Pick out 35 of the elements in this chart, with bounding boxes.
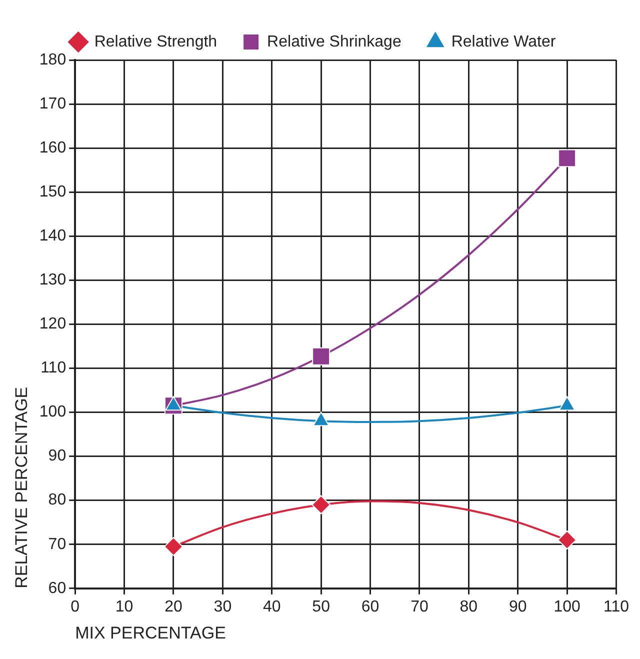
- x-axis-title: MIX PERCENTAGE: [75, 623, 226, 642]
- x-tick-label: 110: [603, 598, 630, 616]
- y-tick-label: 180: [39, 51, 66, 68]
- y-axis-title: RELATIVE PERCENTAGE: [12, 386, 31, 588]
- y-tick-label: 120: [39, 316, 66, 333]
- x-tick-label: 30: [214, 598, 232, 616]
- y-tick-label: 70: [48, 536, 66, 553]
- x-tick-label: 60: [361, 598, 380, 616]
- x-tick-label: 40: [262, 598, 281, 616]
- x-tick-label: 80: [460, 598, 478, 616]
- x-tick-label: 50: [312, 598, 330, 616]
- point: [558, 530, 577, 550]
- y-tick-label: 110: [40, 360, 66, 377]
- point: [558, 149, 576, 168]
- y-tick-label: 150: [39, 184, 66, 201]
- x-tick-label: 100: [554, 598, 580, 616]
- y-tick-label: 100: [39, 404, 66, 421]
- y-tick-label: 160: [39, 139, 66, 156]
- y-tick-label: 60: [48, 580, 66, 597]
- y-tick-label: 140: [39, 228, 66, 245]
- y-tick-label: 170: [39, 95, 66, 112]
- legend-label: Relative Shrinkage: [267, 33, 402, 50]
- x-tick-label: 90: [508, 598, 527, 616]
- point: [164, 537, 183, 556]
- x-tick-label: 0: [70, 598, 80, 616]
- y-tick-label: 130: [39, 272, 66, 289]
- legend-label: Relative Water: [451, 33, 556, 50]
- point: [312, 347, 330, 366]
- x-tick-label: 70: [410, 598, 428, 616]
- x-tick-label: 20: [164, 598, 182, 616]
- x-tick-label: 10: [115, 598, 134, 616]
- point: [312, 495, 331, 514]
- legend-label: Relative Strength: [94, 33, 218, 50]
- y-tick-label: 90: [48, 448, 66, 465]
- y-tick-label: 80: [48, 492, 66, 509]
